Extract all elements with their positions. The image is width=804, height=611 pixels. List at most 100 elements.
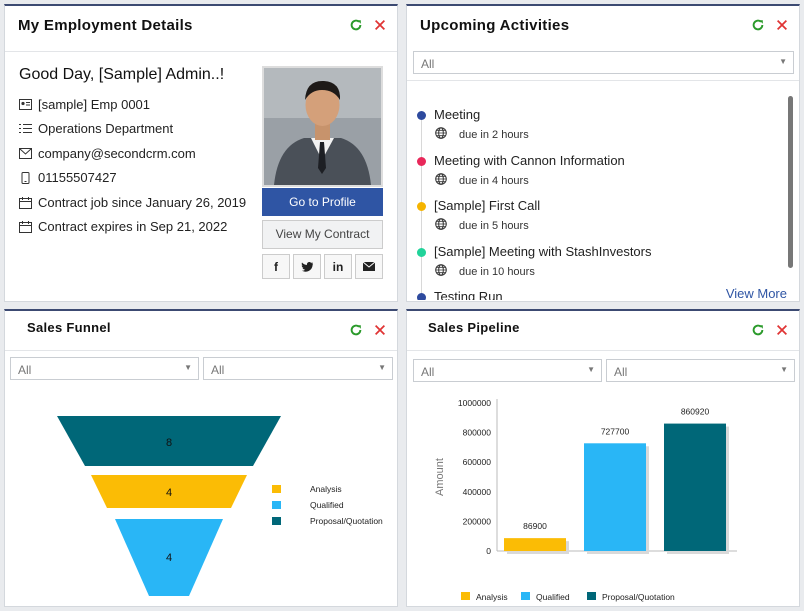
pipeline-header: Sales Pipeline (407, 311, 799, 351)
globe-icon (435, 264, 447, 276)
calendar-icon (19, 196, 32, 209)
legend-label: Qualified (536, 592, 570, 602)
employee-id-row: [sample] Emp 0001 (19, 97, 150, 112)
chevron-down-icon: ▼ (587, 365, 595, 374)
view-more-link[interactable]: View More (725, 286, 787, 301)
legend-label: Proposal/Quotation (310, 516, 383, 526)
globe-icon (435, 218, 447, 230)
funnel-filter-1[interactable]: All ▼ (10, 357, 199, 380)
bar[interactable] (584, 443, 646, 551)
bar-data-label: 727700 (601, 426, 630, 436)
facebook-icon[interactable]: f (262, 254, 290, 279)
activity-list: Meeting due in 2 hours Meeting with Cannon… (413, 90, 791, 300)
legend-label: Analysis (310, 484, 342, 494)
employment-header: My Employment Details (5, 6, 397, 52)
chevron-down-icon: ▼ (779, 57, 787, 66)
sales-pipeline-chart: 0 200000 400000 600000 800000 1000000 Amount 86… (434, 398, 737, 602)
greeting-text: Good Day, [Sample] Admin..! (19, 66, 225, 83)
y-tick-label: 1000000 (458, 398, 491, 408)
employee-id: [sample] Emp 0001 (38, 97, 151, 112)
funnel-stage[interactable] (115, 519, 223, 596)
email-row: company@secondcrm.com (19, 146, 196, 161)
activities-widget: Upcoming Activities All ▼ Meeting due in 2… (406, 4, 800, 302)
id-card-icon (19, 99, 32, 110)
close-icon[interactable] (775, 323, 789, 337)
sales-pipeline-widget: Sales Pipeline All ▼ All ▼ 0 200000 400000 60… (406, 309, 800, 607)
activity-due: due in 4 hours (459, 175, 529, 187)
pipeline-filter-2[interactable]: All ▼ (606, 359, 795, 382)
funnel-stage[interactable] (91, 475, 247, 508)
legend-swatch (521, 592, 530, 600)
email: company@secondcrm.com (38, 146, 196, 161)
bar[interactable] (664, 423, 726, 551)
legend-label: Qualified (310, 500, 344, 510)
refresh-icon[interactable] (751, 323, 765, 337)
legend-swatch (272, 517, 281, 525)
globe-icon (435, 127, 447, 139)
widget-title: Sales Pipeline (428, 320, 520, 335)
funnel-filter-2[interactable]: All ▼ (203, 357, 393, 380)
activity-filter-select[interactable]: All ▼ (413, 51, 794, 74)
bar-data-label: 860920 (681, 407, 710, 417)
status-dot (417, 202, 426, 211)
y-tick-label: 0 (486, 546, 491, 556)
contract-since: Contract job since January 26, 2019 (38, 195, 247, 210)
chevron-down-icon: ▼ (184, 363, 192, 372)
pipeline-filter-1[interactable]: All ▼ (413, 359, 602, 382)
contract-since-row: Contract job since January 26, 2019 (19, 195, 246, 210)
funnel-stage[interactable] (57, 416, 281, 466)
funnel-data-label: 4 (166, 552, 172, 564)
widget-title: Upcoming Activities (420, 17, 570, 34)
twitter-icon[interactable] (293, 254, 321, 279)
activity-name[interactable]: [Sample] First Call (434, 198, 541, 213)
globe-icon (435, 173, 447, 185)
y-tick-label: 400000 (463, 487, 492, 497)
refresh-icon[interactable] (349, 323, 363, 337)
close-icon[interactable] (373, 323, 387, 337)
refresh-icon[interactable] (751, 18, 765, 32)
employment-widget: My Employment Details Good Day, [Sample]… (4, 4, 398, 302)
y-tick-label: 800000 (463, 428, 492, 438)
close-icon[interactable] (373, 18, 387, 32)
close-icon[interactable] (775, 18, 789, 32)
status-dot (417, 111, 426, 120)
activity-due: due in 5 hours (459, 220, 529, 232)
view-contract-button[interactable]: View My Contract (262, 220, 383, 249)
contract-expires: Contract expires in Sep 21, 2022 (38, 219, 228, 234)
chevron-down-icon: ▼ (378, 363, 386, 372)
bar[interactable] (504, 538, 566, 551)
activity-name[interactable]: Meeting (434, 107, 481, 122)
status-dot (417, 157, 426, 166)
funnel-header: Sales Funnel (5, 311, 397, 351)
phone: 01155507427 (38, 170, 117, 185)
sales-funnel-chart: 8 4 4 Analysis Qualified Proposal/Quotation (40, 386, 383, 606)
widget-title: Sales Funnel (27, 320, 111, 335)
contract-expires-row: Contract expires in Sep 21, 2022 (19, 219, 227, 234)
funnel-data-label: 4 (166, 487, 172, 499)
department-row: Operations Department (19, 121, 173, 136)
envelope-icon (19, 148, 32, 159)
mobile-icon (21, 171, 30, 184)
refresh-icon[interactable] (349, 18, 363, 32)
activity-name[interactable]: [Sample] Meeting with StashInvestors (434, 244, 652, 259)
activities-header: Upcoming Activities (407, 6, 799, 52)
legend-label: Analysis (476, 592, 508, 602)
y-tick-label: 200000 (463, 516, 492, 526)
activity-name[interactable]: Testing Run (434, 289, 503, 300)
legend-swatch (461, 592, 470, 600)
y-tick-label: 600000 (463, 457, 492, 467)
funnel-data-label: 8 (166, 437, 172, 449)
activity-due: due in 2 hours (459, 129, 529, 141)
legend-swatch (272, 485, 281, 493)
department: Operations Department (38, 121, 174, 136)
bar-data-label: 86900 (523, 521, 547, 531)
mail-icon[interactable] (355, 254, 383, 279)
sales-funnel-widget: Sales Funnel All ▼ All ▼ 8 4 4 Analysis Qualif… (4, 309, 398, 607)
status-dot (417, 293, 426, 300)
activity-name[interactable]: Meeting with Cannon Information (434, 153, 625, 168)
status-dot (417, 248, 426, 257)
scrollbar[interactable] (788, 96, 793, 268)
linkedin-icon[interactable]: in (324, 254, 352, 279)
list-icon (19, 124, 32, 133)
go-to-profile-button[interactable]: Go to Profile (262, 188, 383, 216)
